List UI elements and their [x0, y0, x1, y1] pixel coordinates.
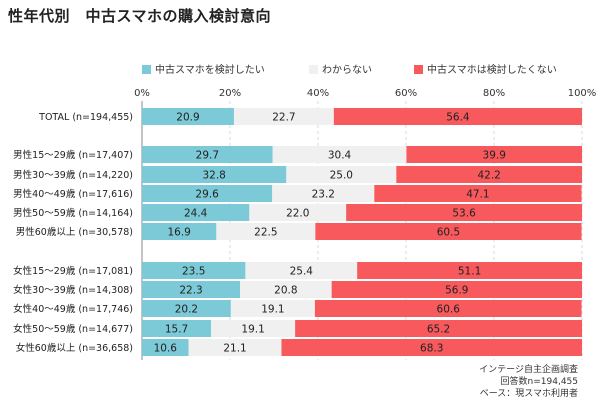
bar-segment-1: [142, 320, 212, 337]
data-label: 47.1: [466, 189, 489, 201]
bar-segment-3: [406, 146, 582, 163]
data-label: 24.4: [184, 208, 208, 220]
category-label: 男性40～49歳 (n=17,616): [13, 188, 133, 200]
legend-label-2: わからない: [322, 64, 372, 76]
bar-segment-1: [142, 166, 287, 183]
legend-swatch-2: [309, 65, 318, 74]
bar-segment-1: [142, 146, 273, 163]
bar-segment-2: [286, 166, 397, 183]
bar-segment-2: [216, 223, 316, 240]
data-label: 25.0: [330, 170, 353, 182]
category-label: 男性60歳以上 (n=30,578): [16, 226, 133, 238]
category-label: TOTAL (n=194,455): [38, 112, 133, 123]
bar-segment-2: [249, 204, 347, 221]
data-label: 21.1: [223, 343, 246, 355]
bar-segment-3: [281, 339, 582, 356]
bar-segment-3: [314, 300, 582, 317]
legend-label-3: 中古スマホは検討したくない: [427, 63, 557, 76]
data-label: 56.4: [446, 112, 470, 124]
data-label: 19.1: [261, 304, 284, 316]
data-label: 53.6: [452, 208, 476, 220]
data-label: 60.6: [437, 304, 461, 316]
data-label: 51.1: [458, 266, 481, 278]
data-label: 19.1: [241, 324, 264, 336]
bar-segment-3: [346, 204, 582, 221]
x-tick-label: 20%: [219, 88, 241, 99]
bar-segment-3: [396, 166, 582, 183]
bar-segment-2: [240, 281, 332, 298]
bar-segment-2: [211, 320, 296, 337]
data-label: 22.3: [179, 285, 202, 297]
x-tick-label: 80%: [483, 88, 505, 99]
legend-label-1: 中古スマホを検討したい: [155, 63, 265, 76]
data-label: 15.7: [165, 324, 188, 336]
data-label: 60.5: [437, 227, 460, 239]
bar-segment-3: [357, 262, 582, 279]
bar-segment-2: [188, 339, 282, 356]
legend-swatch-1: [142, 65, 151, 74]
data-label: 30.4: [328, 150, 352, 162]
bar-segment-1: [142, 262, 246, 279]
legend-swatch-3: [414, 65, 423, 74]
x-tick-label: 40%: [307, 88, 329, 99]
bar-segment-3: [295, 320, 582, 337]
bar-segment-1: [142, 204, 250, 221]
bar-segment-2: [245, 262, 358, 279]
data-label: 25.4: [290, 266, 314, 278]
bar-segment-2: [272, 146, 407, 163]
bar-segment-3: [333, 108, 582, 125]
x-tick-label: 60%: [395, 88, 417, 99]
data-label: 23.5: [182, 266, 205, 278]
category-label: 女性30～39歳 (n=14,308): [13, 284, 133, 296]
bar-segment-1: [142, 108, 234, 125]
data-label: 20.2: [175, 304, 198, 316]
category-label: 女性60歳以上 (n=36,658): [16, 342, 133, 354]
bar-segment-1: [142, 339, 189, 356]
data-label: 32.8: [202, 170, 225, 182]
data-label: 29.6: [195, 189, 219, 201]
sample-size-note: 回答数n=194,455: [500, 377, 578, 387]
category-label: 男性15～29歳 (n=17,407): [13, 149, 133, 161]
bar-segment-2: [230, 300, 315, 317]
x-tick-label: 0%: [134, 88, 150, 99]
data-label: 65.2: [427, 324, 450, 336]
bar-segment-1: [142, 300, 231, 317]
data-label: 22.0: [286, 208, 309, 220]
data-label: 23.2: [312, 189, 335, 201]
category-label: 男性50～59歳 (n=14,164): [13, 207, 133, 219]
data-label: 68.3: [420, 343, 443, 355]
data-label: 20.9: [176, 112, 199, 124]
category-label: 女性15～29歳 (n=17,081): [13, 265, 133, 277]
bar-segment-3: [331, 281, 582, 298]
base-note: ベース：現スマホ利用者: [479, 389, 578, 399]
category-label: 女性40～49歳 (n=17,746): [13, 303, 133, 315]
bar-segment-1: [142, 223, 217, 240]
bar-segment-2: [233, 108, 334, 125]
data-label: 39.9: [483, 150, 506, 162]
bar-segment-3: [374, 185, 582, 202]
data-label: 20.8: [274, 285, 297, 297]
data-label: 42.2: [477, 170, 500, 182]
bar-segment-1: [142, 185, 273, 202]
bar-segment-2: [272, 185, 375, 202]
data-label: 22.7: [272, 112, 295, 124]
data-label: 56.9: [445, 285, 468, 297]
source-note: インテージ自主企画調査: [479, 365, 578, 375]
chart-title: 性年代別 中古スマホの購入検討意向: [8, 7, 272, 25]
data-label: 22.5: [254, 227, 277, 239]
data-label: 29.7: [196, 150, 219, 162]
data-label: 10.6: [154, 343, 178, 355]
category-label: 男性30～39歳 (n=14,220): [13, 169, 133, 181]
bar-segment-3: [315, 223, 582, 240]
data-label: 16.9: [167, 227, 190, 239]
x-tick-label: 100%: [568, 88, 597, 99]
bar-segment-1: [142, 281, 241, 298]
category-label: 女性50～59歳 (n=14,677): [13, 323, 133, 335]
